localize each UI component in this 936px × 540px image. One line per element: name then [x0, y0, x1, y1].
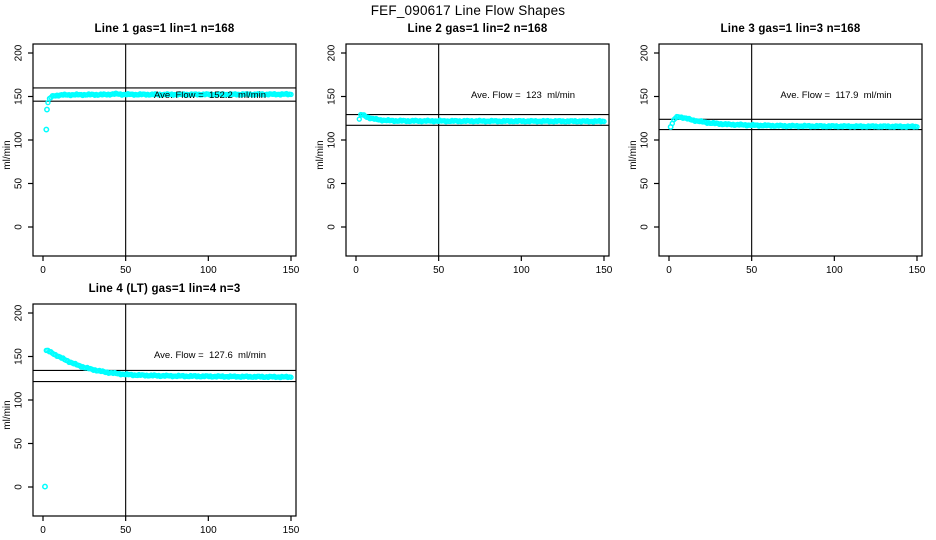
- svg-text:0: 0: [40, 265, 46, 276]
- svg-text:150: 150: [596, 265, 613, 276]
- subplot-line-1: 0 50 100 150 0 50 100 150 200 Line 1 gas=1 lin=1…: [0, 20, 312, 282]
- svg-text:0: 0: [666, 265, 672, 276]
- plot-canvas-line-4: 0 50 100 150 0 50 100 150 200: [14, 303, 300, 536]
- subplot-line-3: 0 50 100 150 0 50 100 150 200 Line 3 gas=1 lin=3…: [626, 20, 936, 282]
- svg-text:150: 150: [327, 88, 338, 105]
- svg-text:150: 150: [14, 348, 25, 365]
- svg-text:150: 150: [283, 265, 300, 276]
- subplot-title-line-1: Line 1 gas=1 lin=1 n=168: [94, 23, 235, 35]
- y-axis-unit-label: ml/min: [2, 400, 13, 430]
- ave-flow-label-line-1: Ave. Flow = 152.2 ml/min: [153, 90, 267, 101]
- svg-text:150: 150: [640, 88, 651, 105]
- svg-text:50: 50: [746, 265, 758, 276]
- subplot-title-line-4: Line 4 (LT) gas=1 lin=4 n=3: [88, 283, 241, 295]
- svg-text:0: 0: [14, 224, 25, 230]
- svg-text:100: 100: [200, 525, 217, 536]
- svg-text:50: 50: [327, 178, 338, 190]
- plot-canvas-line-1: 0 50 100 150 0 50 100 150 200: [14, 43, 300, 276]
- svg-text:150: 150: [14, 88, 25, 105]
- svg-text:50: 50: [14, 178, 25, 190]
- svg-text:100: 100: [14, 391, 25, 408]
- svg-text:0: 0: [640, 224, 651, 230]
- svg-text:0: 0: [353, 265, 359, 276]
- svg-text:50: 50: [14, 438, 25, 450]
- svg-text:100: 100: [640, 131, 651, 148]
- svg-text:100: 100: [826, 265, 843, 276]
- svg-text:200: 200: [14, 304, 25, 321]
- ave-flow-label-line-4: Ave. Flow = 127.6 ml/min: [153, 350, 267, 361]
- svg-text:0: 0: [40, 525, 46, 536]
- svg-text:0: 0: [327, 224, 338, 230]
- y-axis-unit-label: ml/min: [2, 140, 13, 170]
- plot-canvas-line-2: 0 50 100 150 0 50 100 150 200: [327, 43, 613, 276]
- svg-text:150: 150: [283, 525, 300, 536]
- subplot-line-4: 0 50 100 150 0 50 100 150 200 Line 4 (LT) gas=1 …: [0, 280, 312, 540]
- y-axis-unit-label: ml/min: [315, 140, 326, 170]
- svg-text:0: 0: [14, 484, 25, 490]
- svg-text:100: 100: [200, 265, 217, 276]
- subplot-title-line-2: Line 2 gas=1 lin=2 n=168: [407, 23, 548, 35]
- subplot-title-line-3: Line 3 gas=1 lin=3 n=168: [720, 23, 861, 35]
- svg-text:100: 100: [14, 131, 25, 148]
- svg-text:50: 50: [433, 265, 445, 276]
- svg-text:200: 200: [14, 44, 25, 61]
- ave-flow-label-line-3: Ave. Flow = 117.9 ml/min: [780, 90, 892, 101]
- ave-flow-label-line-2: Ave. Flow = 123 ml/min: [470, 90, 576, 101]
- svg-text:50: 50: [120, 265, 132, 276]
- svg-text:100: 100: [327, 131, 338, 148]
- svg-text:200: 200: [327, 44, 338, 61]
- subplot-line-2: 0 50 100 150 0 50 100 150 200 Line 2 gas=1 lin=2…: [313, 20, 625, 282]
- svg-text:150: 150: [909, 265, 926, 276]
- y-axis-unit-label: ml/min: [628, 140, 639, 170]
- svg-text:100: 100: [513, 265, 530, 276]
- svg-text:50: 50: [640, 178, 651, 190]
- plot-canvas-line-3: 0 50 100 150 0 50 100 150 200: [640, 43, 926, 276]
- svg-text:200: 200: [640, 44, 651, 61]
- svg-text:50: 50: [120, 525, 132, 536]
- main-title: FEF_090617 Line Flow Shapes: [370, 3, 566, 18]
